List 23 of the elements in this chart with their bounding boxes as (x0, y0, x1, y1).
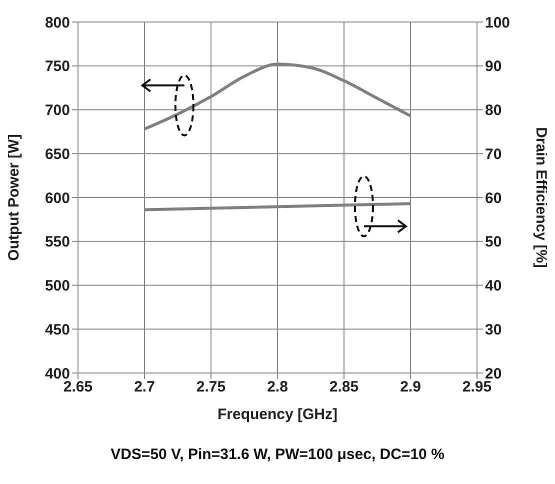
x-tick-label: 2.75 (196, 378, 226, 396)
y-tick-label: 700 (44, 102, 70, 120)
y2-tick-label: 100 (485, 14, 510, 32)
y2-tick-label: 70 (485, 146, 502, 163)
x-tick-label: 2.9 (400, 378, 421, 396)
y2-tick-label: 40 (485, 278, 502, 295)
y-tick-label: 750 (44, 58, 70, 76)
y-tick-label: 500 (44, 278, 70, 295)
y2-tick-label: 80 (485, 102, 502, 120)
y-tick-label: 550 (44, 234, 70, 251)
x-tick-label: 2.85 (329, 378, 359, 396)
y2-tick-label: 50 (485, 234, 502, 251)
text: VDS=50 V, Pin=31.6 W, PW=100 μsec, DC=10 % (110, 446, 446, 463)
y2-tick-label: 60 (485, 190, 502, 207)
y-tick-label: 600 (44, 190, 70, 207)
y2-tick-label: 90 (485, 58, 502, 76)
x-axis-title: Frequency [GHz] (217, 406, 338, 423)
y-tick-label: 650 (44, 146, 70, 163)
y2-tick-label: 30 (485, 321, 502, 338)
y-tick-label: 800 (44, 14, 70, 32)
y-tick-label: 450 (44, 321, 70, 338)
x-tick-label: 2.8 (267, 378, 288, 396)
x-tick-label: 2.7 (134, 378, 155, 396)
